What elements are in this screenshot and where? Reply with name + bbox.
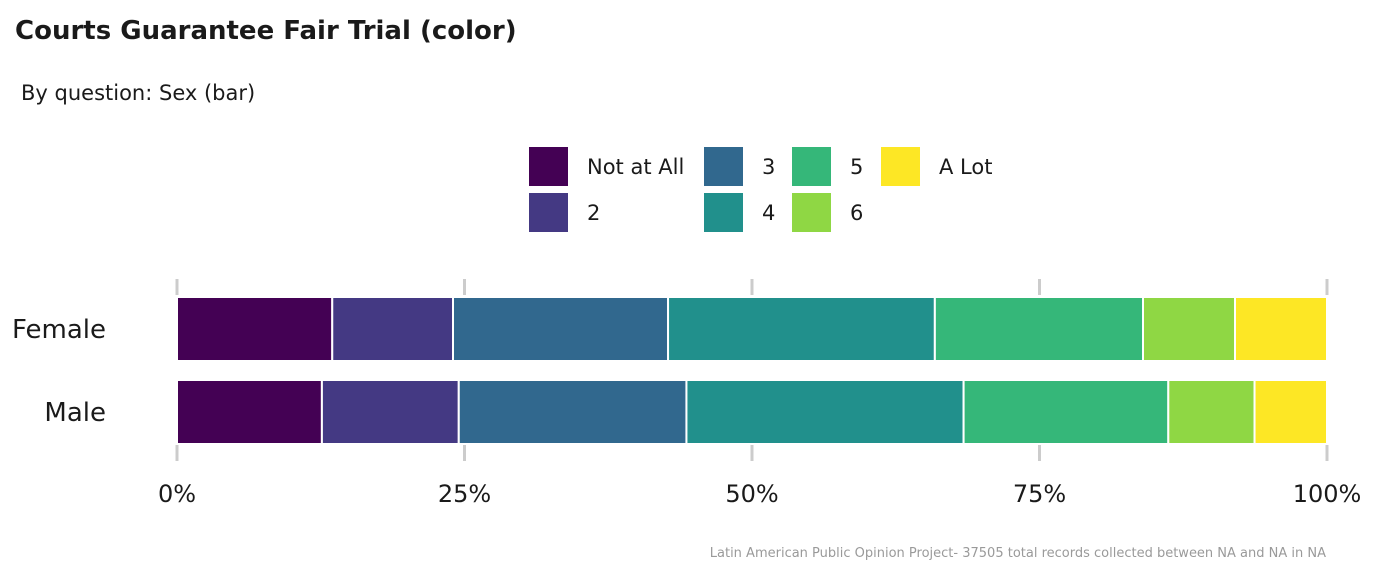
legend-label-2: 2 [587, 201, 600, 225]
bar-female-5 [933, 296, 1144, 362]
legend-label-3: 3 [762, 155, 775, 179]
bar-female-3 [452, 296, 670, 362]
bar-male-5 [962, 379, 1170, 445]
x-tick-label: 100% [1293, 480, 1362, 508]
bar-female-not-at-all [176, 296, 334, 362]
legend-swatch-not-at-all [529, 147, 568, 186]
legend-swatch-a-lot [881, 147, 920, 186]
chart-caption: Latin American Public Opinion Project- 3… [710, 546, 1326, 561]
bar-female-a-lot [1234, 296, 1328, 362]
y-axis-labels: Female Male [12, 315, 106, 428]
legend-label-a-lot: A Lot [939, 155, 992, 179]
bar-male-not-at-all [176, 379, 323, 445]
legend-swatch-5 [792, 147, 831, 186]
x-axis-ticks [175, 279, 1329, 461]
bar-male-6 [1167, 379, 1256, 445]
y-label-male: Male [44, 398, 106, 428]
y-label-female: Female [12, 315, 106, 345]
legend-swatch-2 [529, 193, 568, 232]
chart-subtitle: By question: Sex (bar) [21, 81, 255, 105]
legend-label-4: 4 [762, 201, 775, 225]
x-tick-label: 25% [438, 480, 491, 508]
legend-label-6: 6 [850, 201, 863, 225]
bar-female-6 [1142, 296, 1236, 362]
x-tick-label: 0% [158, 480, 196, 508]
bar-male-a-lot [1253, 379, 1329, 445]
bar-male-2 [320, 379, 460, 445]
x-axis-labels: 0% 25% 50% 75% 100% [158, 480, 1361, 508]
legend-label-5: 5 [850, 155, 863, 179]
legend-swatch-6 [792, 193, 831, 232]
bar-female-4 [667, 296, 936, 362]
legend: Not at All 2 3 4 5 6 A Lot [529, 147, 992, 232]
x-tick-label: 50% [725, 480, 778, 508]
legend-label-not-at-all: Not at All [587, 155, 684, 179]
bar-male-4 [685, 379, 965, 445]
x-tick-label: 75% [1013, 480, 1066, 508]
bar-female-2 [331, 296, 454, 362]
legend-swatch-4 [704, 193, 743, 232]
chart-title: Courts Guarantee Fair Trial (color) [15, 16, 517, 46]
legend-swatch-3 [704, 147, 743, 186]
bar-male-3 [457, 379, 688, 445]
bars [176, 296, 1329, 445]
